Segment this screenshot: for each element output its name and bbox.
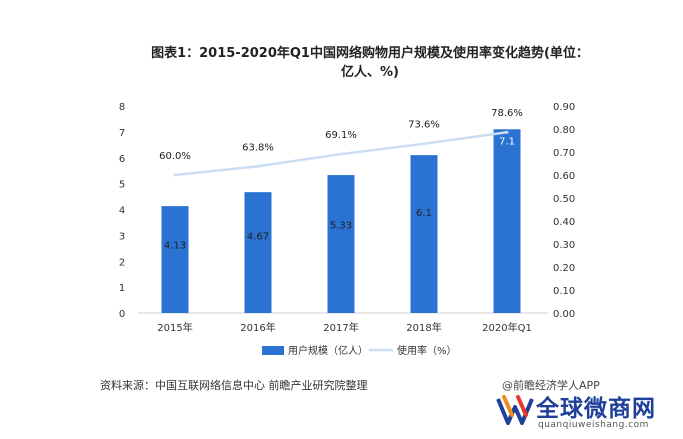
y-left-tick-label: 6 — [119, 154, 125, 165]
brand-logo-icon — [496, 395, 534, 425]
chart-title: 图表1：2015-2020年Q1中国网络购物用户规模及使用率变化趋势(单位：亿人… — [151, 46, 589, 80]
x-tick-label: 2020年Q1 — [482, 321, 532, 334]
bar-value-label: 6.1 — [416, 208, 432, 219]
line-value-label: 78.6% — [491, 108, 523, 119]
source-note: 资料来源：中国互联网络信息中心 前瞻产业研究院整理 — [100, 379, 368, 392]
brand-watermark: 全球微商网 quanqiuweishang.com — [496, 389, 682, 435]
y-right-tick-label: 0.30 — [553, 240, 575, 251]
x-tick-label: 2015年 — [157, 321, 192, 334]
bar — [327, 175, 355, 313]
bar-value-label: 5.33 — [330, 221, 352, 232]
y-right-tick-label: 0.70 — [553, 148, 575, 159]
y-right-tick-label: 0.10 — [553, 286, 575, 297]
y-left-tick-label: 4 — [119, 206, 125, 217]
bar — [493, 129, 521, 313]
bar — [244, 192, 272, 313]
legend-label-bar: 用户规模（亿人） — [288, 344, 368, 357]
bar — [410, 155, 438, 313]
line-point — [505, 130, 509, 134]
y-left-tick-label: 7 — [119, 128, 125, 139]
line-value-label: 73.6% — [408, 120, 440, 131]
bar-value-label: 4.67 — [247, 232, 269, 243]
y-axis-right: 0.00 0.10 0.20 0.30 0.40 0.50 0.60 0.70 0.80 0.90 — [553, 102, 575, 320]
y-right-tick-label: 0.20 — [553, 263, 575, 274]
x-axis-labels: 2015年 2016年 2017年 2018年 2020年Q1 — [157, 321, 532, 334]
bar-series: 4.13 4.67 5.33 6.1 7.1 — [161, 129, 521, 313]
bar-value-label: 4.13 — [164, 241, 186, 252]
y-right-tick-label: 0.50 — [553, 194, 575, 205]
y-left-tick-label: 2 — [119, 257, 125, 268]
line-point — [256, 164, 260, 168]
bar — [161, 206, 189, 313]
line-point — [173, 173, 177, 177]
line-point — [339, 152, 343, 156]
y-axis-left: 0 1 2 3 4 5 6 7 8 — [119, 102, 125, 320]
bar-value-label: 7.1 — [499, 136, 515, 147]
line-series: 60.0% 63.8% 69.1% 73.6% 78.6% — [159, 108, 523, 177]
brand-name: 全球微商网 — [536, 396, 656, 422]
y-left-tick-label: 8 — [119, 102, 125, 113]
y-left-tick-label: 3 — [119, 231, 125, 242]
y-left-tick-label: 5 — [119, 180, 125, 191]
line-value-label: 69.1% — [325, 130, 357, 141]
line-value-label: 60.0% — [159, 151, 191, 162]
y-right-tick-label: 0.80 — [553, 125, 575, 136]
x-tick-label: 2017年 — [323, 321, 358, 334]
y-left-tick-label: 0 — [119, 309, 125, 320]
x-tick-label: 2016年 — [240, 321, 275, 334]
line-point — [422, 142, 426, 146]
y-right-tick-label: 0.00 — [553, 309, 575, 320]
line-value-label: 63.8% — [242, 142, 274, 153]
x-tick-label: 2018年 — [406, 321, 441, 334]
legend: 用户规模（亿人） 使用率（%） — [262, 344, 457, 357]
y-right-tick-label: 0.60 — [553, 171, 575, 182]
brand-url: quanqiuweishang.com — [538, 420, 649, 430]
y-left-tick-label: 1 — [119, 283, 125, 294]
credit-note: @前瞻经济学人APP — [502, 379, 600, 392]
legend-swatch-bar — [262, 346, 284, 355]
legend-label-line: 使用率（%） — [397, 344, 457, 357]
y-right-tick-label: 0.40 — [553, 217, 575, 228]
y-right-tick-label: 0.90 — [553, 102, 575, 113]
